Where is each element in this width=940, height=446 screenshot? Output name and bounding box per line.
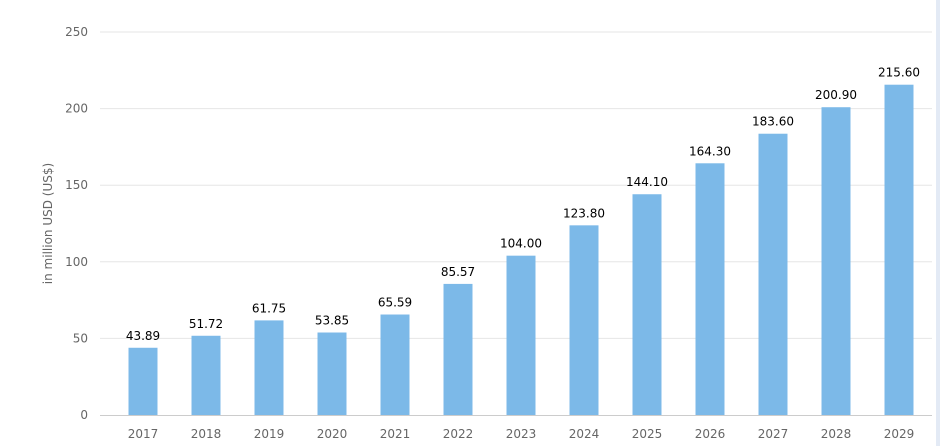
x-tick-label: 2022 [443,427,474,441]
y-tick-label: 200 [65,102,88,116]
bar-2027[interactable] [758,133,788,415]
data-label-2019: 61.75 [252,301,286,315]
x-tick-label: 2018 [191,427,222,441]
y-tick-label: 150 [65,178,88,192]
data-label-2021: 65.59 [378,296,412,310]
bar-2026[interactable] [695,163,725,415]
x-tick-label: 2017 [128,427,159,441]
x-tick-label: 2024 [569,427,600,441]
y-axis-title: in million USD (US$) [41,163,55,284]
data-label-2025: 144.10 [626,175,668,189]
x-tick-label: 2021 [380,427,411,441]
data-label-2020: 53.85 [315,314,349,328]
y-tick-label: 0 [80,408,88,422]
bar-2017[interactable] [128,347,158,415]
bar-2019[interactable] [254,320,284,415]
bars [128,84,914,416]
data-label-2024: 123.80 [563,206,605,220]
x-tick-label: 2026 [695,427,726,441]
data-label-2023: 104.00 [500,237,542,251]
bar-2021[interactable] [380,314,410,415]
data-label-2017: 43.89 [126,329,160,343]
bar-2022[interactable] [443,283,473,415]
data-label-2026: 164.30 [689,144,731,158]
y-tick-label: 50 [73,331,88,345]
bar-2028[interactable] [821,107,851,416]
bar-2024[interactable] [569,225,599,415]
x-tick-label: 2025 [632,427,663,441]
data-label-2018: 51.72 [189,317,223,331]
bar-2020[interactable] [317,332,347,415]
bar-2029[interactable] [884,84,914,415]
y-axis-ticks: 0 50 100 150 200 250 [65,25,88,422]
x-tick-label: 2023 [506,427,537,441]
data-label-2029: 215.60 [878,66,920,80]
data-label-2022: 85.57 [441,265,475,279]
x-tick-label: 2028 [821,427,852,441]
bar-2025[interactable] [632,194,662,415]
bar-2018[interactable] [191,335,221,415]
data-label-2028: 200.90 [815,88,857,102]
x-tick-label: 2027 [758,427,789,441]
data-labels: 43.89 51.72 61.75 53.85 65.59 85.57 104.00 123.… [126,66,920,343]
y-tick-label: 100 [65,255,88,269]
x-tick-label: 2029 [884,427,915,441]
y-tick-label: 250 [65,25,88,39]
gridlines [100,31,932,339]
x-tick-label: 2020 [317,427,348,441]
data-label-2027: 183.60 [752,115,794,129]
x-axis-ticks: 2017 2018 2019 2020 2021 2022 2023 2024 2025 2026… [128,427,915,441]
x-tick-label: 2019 [254,427,285,441]
bar-2023[interactable] [506,255,536,415]
